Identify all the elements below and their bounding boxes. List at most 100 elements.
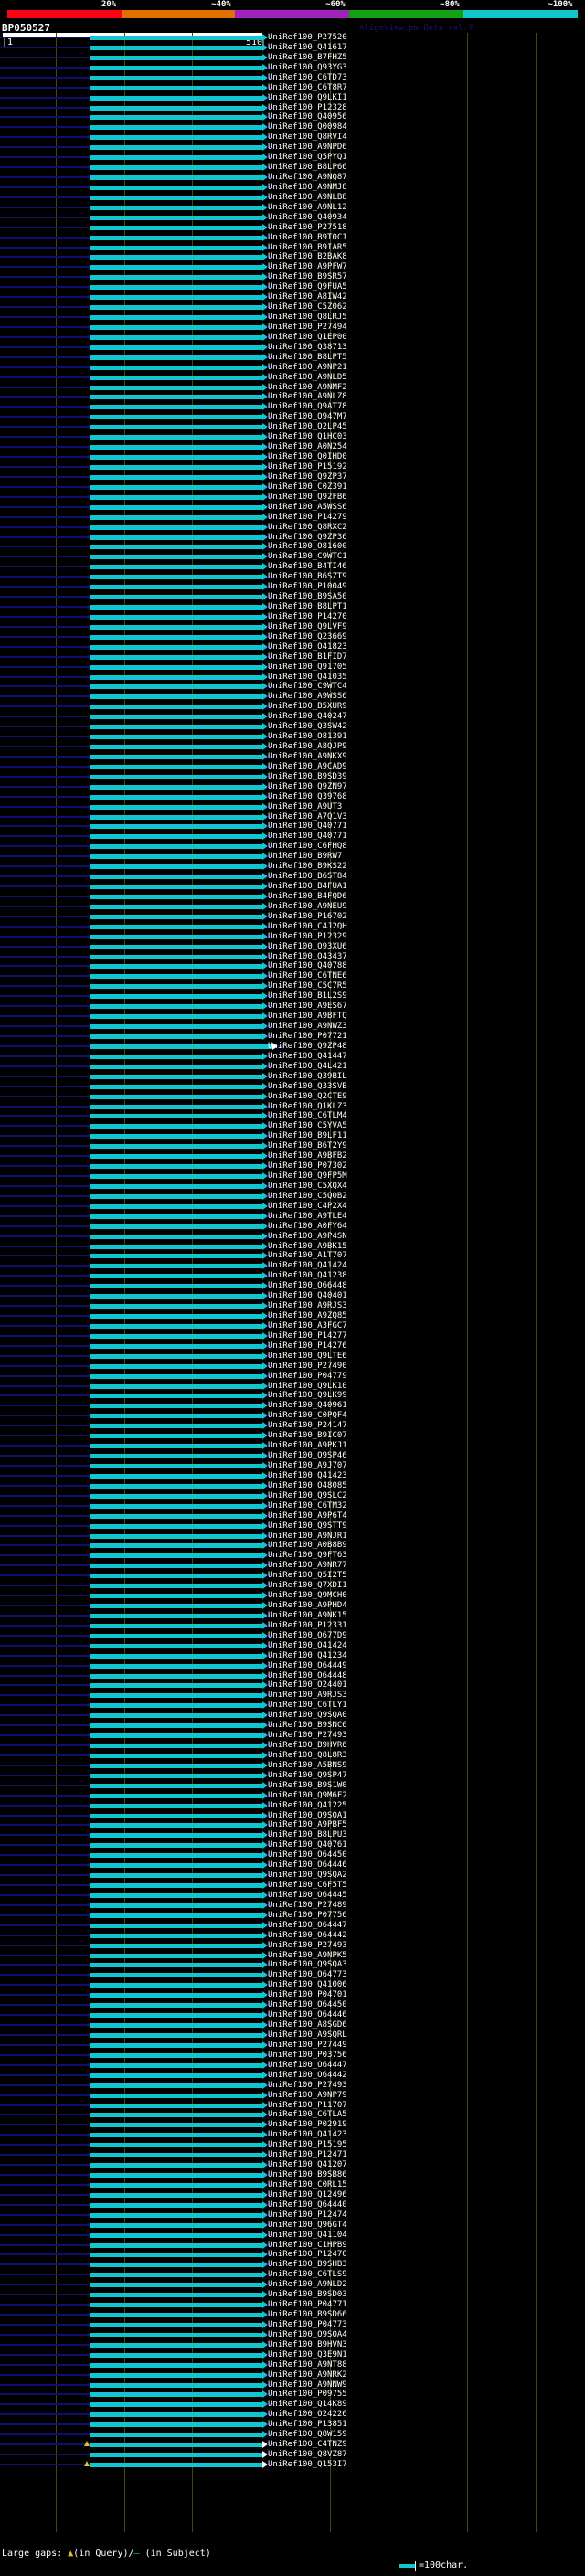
hit-accession-label[interactable]: UniRef100_Q39BIL (268, 1071, 347, 1081)
hit-accession-label[interactable]: UniRef100_A9NP21 (268, 362, 347, 372)
hit-accession-label[interactable]: UniRef100_B9SD66 (268, 2310, 347, 2320)
hsp-bar[interactable] (90, 385, 262, 390)
hit-row[interactable]: UniRef100_A9NK15 (0, 1611, 585, 1621)
hit-row[interactable]: UniRef100_A5BNS9 (0, 1761, 585, 1771)
hit-accession-label[interactable]: UniRef100_Q38713 (268, 342, 347, 352)
hit-accession-label[interactable]: UniRef100_A9NK15 (268, 1610, 347, 1620)
hit-row[interactable]: UniRef100_P12329 (0, 932, 585, 942)
hsp-bar[interactable] (90, 1623, 262, 1628)
hit-accession-label[interactable]: UniRef100_A9NLZ8 (268, 392, 347, 402)
hit-accession-label[interactable]: UniRef100_Q41035 (268, 672, 347, 682)
hit-row[interactable]: UniRef100_Q40956 (0, 112, 585, 122)
hit-row[interactable]: UniRef100_C9WTC1 (0, 552, 585, 562)
hsp-bar[interactable] (90, 664, 262, 670)
hit-row[interactable]: UniRef100_O64446 (0, 2010, 585, 2020)
hsp-bar[interactable] (90, 1024, 262, 1030)
hit-row[interactable]: UniRef100_Q41423 (0, 1471, 585, 1481)
hit-accession-label[interactable]: UniRef100_A9NLB8 (268, 192, 347, 202)
hit-accession-label[interactable]: UniRef100_Q1KLZ3 (268, 1101, 347, 1111)
hit-row[interactable]: UniRef100_A0B8B9 (0, 1541, 585, 1551)
hsp-bar[interactable] (90, 1574, 262, 1579)
hit-row[interactable]: UniRef100_Q40771 (0, 822, 585, 832)
hsp-bar[interactable] (90, 2322, 262, 2327)
hit-accession-label[interactable]: UniRef100_A9ES67 (268, 1002, 347, 1012)
hit-row[interactable]: UniRef100_C6TLA5 (0, 2110, 585, 2120)
hit-row[interactable]: UniRef100_Q92FB6 (0, 493, 585, 503)
hsp-bar[interactable] (90, 1604, 262, 1608)
hit-row[interactable]: UniRef100_P12328 (0, 103, 585, 113)
hit-row[interactable]: UniRef100_B8LPT5 (0, 353, 585, 363)
hit-accession-label[interactable]: UniRef100_C0Z391 (268, 482, 347, 492)
hsp-bar[interactable] (90, 1284, 262, 1289)
hit-row[interactable]: UniRef100_O64448 (0, 1671, 585, 1681)
hit-row[interactable]: UniRef100_O64447 (0, 1921, 585, 1931)
hsp-bar[interactable] (90, 1633, 262, 1638)
hit-accession-label[interactable]: UniRef100_B4TI46 (268, 562, 347, 572)
hsp-bar[interactable] (90, 2372, 262, 2378)
hit-accession-label[interactable]: UniRef100_Q9SQA0 (268, 1711, 347, 1721)
hsp-bar[interactable] (90, 2093, 262, 2098)
hit-accession-label[interactable]: UniRef100_C4P2X4 (268, 1201, 347, 1211)
hit-accession-label[interactable]: UniRef100_A9NPK5 (268, 1950, 347, 1960)
hit-accession-label[interactable]: UniRef100_C4J2QH (268, 921, 347, 931)
hit-accession-label[interactable]: UniRef100_B9SD03 (268, 2290, 347, 2300)
hit-row[interactable]: UniRef100_A3FGC7 (0, 1321, 585, 1331)
hsp-bar[interactable] (90, 2202, 262, 2208)
hit-accession-label[interactable]: UniRef100_Q40401 (268, 1291, 347, 1301)
hit-accession-label[interactable]: UniRef100_Q41238 (268, 1271, 347, 1281)
hit-row[interactable]: UniRef100_Q14K89 (0, 2400, 585, 2410)
hit-accession-label[interactable]: UniRef100_Q8RVI4 (268, 133, 347, 143)
hit-accession-label[interactable]: UniRef100_P02919 (268, 2120, 347, 2130)
hit-row[interactable]: UniRef100_Q1KLZ3 (0, 1102, 585, 1112)
hit-row[interactable]: UniRef100_C6TD73 (0, 73, 585, 83)
hit-accession-label[interactable]: UniRef100_O64442 (268, 1930, 347, 1940)
hit-accession-label[interactable]: UniRef100_Q9SQA3 (268, 1960, 347, 1970)
hit-row[interactable]: UniRef100_Q40761 (0, 1840, 585, 1850)
hsp-bar[interactable] (90, 1084, 262, 1089)
hit-accession-label[interactable]: UniRef100_C5Z062 (268, 302, 347, 313)
hsp-bar[interactable] (90, 535, 262, 540)
hit-accession-label[interactable]: UniRef100_Q40771 (268, 822, 347, 832)
hsp-bar[interactable] (90, 1983, 262, 1988)
hit-accession-label[interactable]: UniRef100_P27493 (268, 1940, 347, 1950)
hsp-bar[interactable] (90, 2133, 262, 2138)
hsp-bar[interactable] (90, 834, 262, 840)
hit-row[interactable]: UniRef100_B1L2S9 (0, 991, 585, 1002)
hsp-bar[interactable] (90, 1584, 262, 1589)
hit-accession-label[interactable]: UniRef100_A9NNW9 (268, 2380, 347, 2390)
hsp-bar[interactable] (90, 2412, 262, 2418)
hit-row[interactable]: UniRef100_A8QJP9 (0, 742, 585, 752)
hit-accession-label[interactable]: UniRef100_O64447 (268, 2060, 347, 2070)
hit-accession-label[interactable]: UniRef100_C9WTC4 (268, 682, 347, 692)
hit-row[interactable]: UniRef100_B9IAR5 (0, 243, 585, 253)
hsp-bar[interactable] (90, 1803, 262, 1808)
hit-accession-label[interactable]: UniRef100_P14276 (268, 1341, 347, 1351)
hsp-bar[interactable] (90, 215, 262, 220)
hit-accession-label[interactable]: UniRef100_Q23669 (268, 631, 347, 641)
hit-accession-label[interactable]: UniRef100_O24226 (268, 2410, 347, 2420)
hit-row[interactable]: UniRef100_P12471 (0, 2150, 585, 2160)
hit-accession-label[interactable]: UniRef100_A8QJP9 (268, 742, 347, 752)
hsp-bar[interactable] (90, 435, 262, 440)
hit-row[interactable]: UniRef100_C6TNE6 (0, 971, 585, 981)
hit-accession-label[interactable]: UniRef100_O41823 (268, 641, 347, 652)
hsp-bar[interactable] (90, 365, 262, 370)
hsp-bar[interactable] (90, 2382, 262, 2388)
hsp-bar[interactable] (90, 95, 262, 101)
hit-row[interactable]: UniRef100_Q43437 (0, 952, 585, 962)
hit-row[interactable]: UniRef100_B9SNC6 (0, 1721, 585, 1731)
hsp-bar[interactable] (90, 1973, 262, 1978)
hit-accession-label[interactable]: UniRef100_C1HPB9 (268, 2240, 347, 2250)
hsp-bar[interactable] (90, 1843, 262, 1849)
hsp-bar[interactable] (90, 2392, 262, 2398)
hit-row[interactable]: UniRef100_B9SHB3 (0, 2260, 585, 2270)
hit-accession-label[interactable]: UniRef100_P14279 (268, 512, 347, 522)
hit-accession-label[interactable]: UniRef100_P07756 (268, 1910, 347, 1920)
hit-row[interactable]: UniRef100_Q12496 (0, 2190, 585, 2200)
hsp-bar[interactable] (90, 1733, 262, 1739)
hit-row[interactable]: UniRef100_A9RJS3 (0, 1691, 585, 1701)
hit-accession-label[interactable]: UniRef100_A9BFB2 (268, 1151, 347, 1161)
hit-row[interactable]: UniRef100_B5XUR9 (0, 702, 585, 712)
hit-accession-label[interactable]: UniRef100_Q39768 (268, 791, 347, 801)
hsp-bar[interactable] (90, 1144, 262, 1150)
